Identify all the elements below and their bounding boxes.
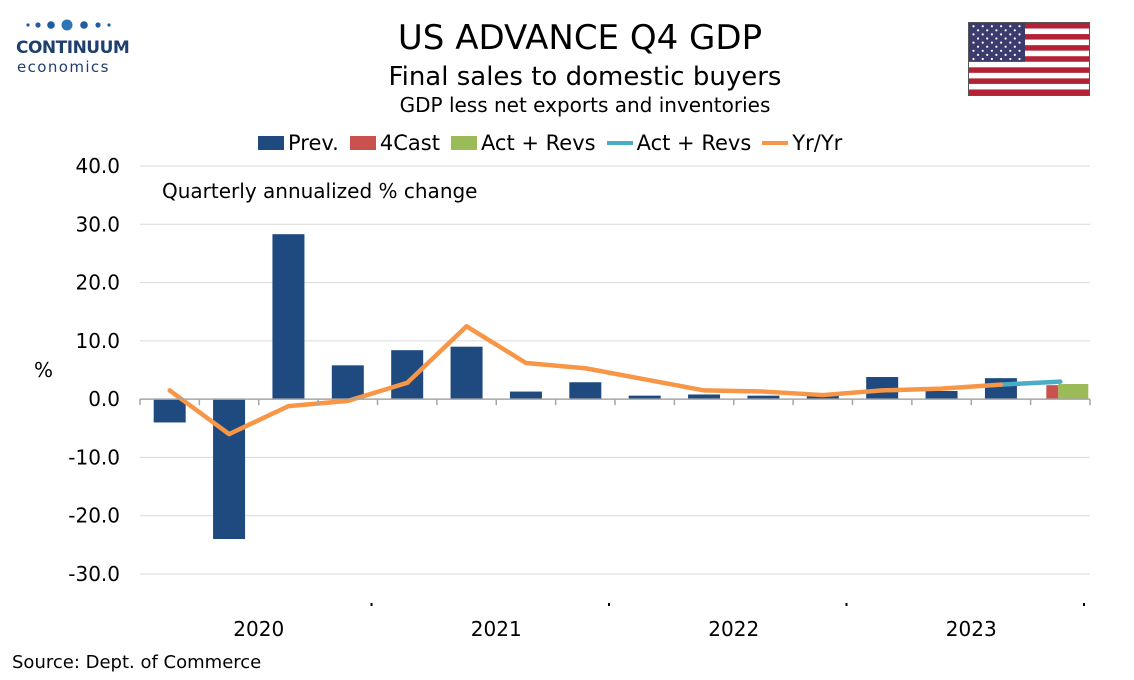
- x-year-label: 2023: [946, 617, 997, 641]
- legend-swatch: [349, 136, 376, 150]
- legend-label: Act + Revs: [636, 131, 752, 155]
- y-tick-label: 30.0: [75, 212, 120, 236]
- y-tick-label: 0.0: [88, 387, 120, 411]
- legend-swatch: [762, 141, 789, 145]
- legend-label: 4Cast: [379, 131, 440, 155]
- y-tick-label: 20.0: [75, 271, 120, 295]
- bar-act-revs: [1058, 383, 1089, 400]
- brand-tagline: economics: [17, 58, 110, 76]
- legend-item: Yr/Yr: [762, 131, 842, 155]
- legend-item: 4Cast: [349, 131, 440, 155]
- chart-subtitle: Final sales to domestic buyers: [388, 62, 782, 92]
- bar-prev: [866, 376, 899, 400]
- legend-swatch: [450, 136, 477, 150]
- us-flag-icon: [968, 22, 1090, 96]
- x-year-label: 2020: [233, 617, 284, 641]
- legend-label: Yr/Yr: [792, 131, 843, 155]
- bar-prev: [984, 378, 1017, 400]
- y-tick-label: 40.0: [75, 154, 120, 178]
- year-separator-mark: [370, 603, 373, 606]
- y-tick-label: -20.0: [68, 504, 120, 528]
- series-line-act-revs: [998, 379, 1063, 387]
- chart-annotation: Quarterly annualized % change: [162, 179, 478, 203]
- year-separator-mark: [608, 603, 610, 606]
- x-year-label: 2022: [708, 617, 759, 641]
- bar-prev: [688, 394, 721, 400]
- bar-prev: [509, 391, 542, 400]
- y-tick-label: -30.0: [68, 562, 120, 586]
- continuum-logo: CONTINUUM economics: [14, 14, 132, 76]
- y-axis-label: %: [34, 358, 53, 382]
- bar-prev: [450, 346, 483, 400]
- legend-item: Act + Revs: [606, 131, 752, 155]
- legend-label: Act + Revs: [480, 131, 596, 155]
- bar-prev: [628, 395, 661, 400]
- bar-prev: [272, 234, 305, 400]
- year-separator-mark: [845, 603, 848, 606]
- logo-dots-icon: [26, 19, 111, 31]
- year-separator-mark: [1083, 603, 1085, 606]
- chart-legend: Prev. 4Cast Act + Revs Act + Revs Yr/Yr: [258, 130, 853, 156]
- series-line-yr-yr: [167, 324, 1004, 437]
- bar-prev: [153, 399, 186, 423]
- legend-label: Prev.: [288, 131, 339, 155]
- bar-prev: [213, 399, 246, 540]
- y-tick-label: 10.0: [75, 329, 120, 353]
- chart-title: US ADVANCE Q4 GDP: [397, 18, 763, 58]
- bar-4cast: [1046, 385, 1059, 400]
- legend-item: Act + Revs: [450, 131, 596, 155]
- bar-prev: [747, 395, 780, 400]
- y-tick-label: -10.0: [68, 445, 120, 469]
- legend-swatch: [258, 136, 284, 150]
- bar-prev: [569, 382, 602, 400]
- legend-item: Prev.: [258, 131, 339, 155]
- legend-swatch: [606, 141, 633, 145]
- x-year-label: 2021: [471, 617, 522, 641]
- bar-prev: [331, 365, 364, 400]
- bar-prev: [925, 390, 958, 400]
- source-note: Source: Dept. of Commerce: [12, 652, 262, 673]
- brand-name: CONTINUUM: [16, 38, 130, 58]
- chart-subtitle-secondary: GDP less net exports and inventories: [399, 93, 771, 117]
